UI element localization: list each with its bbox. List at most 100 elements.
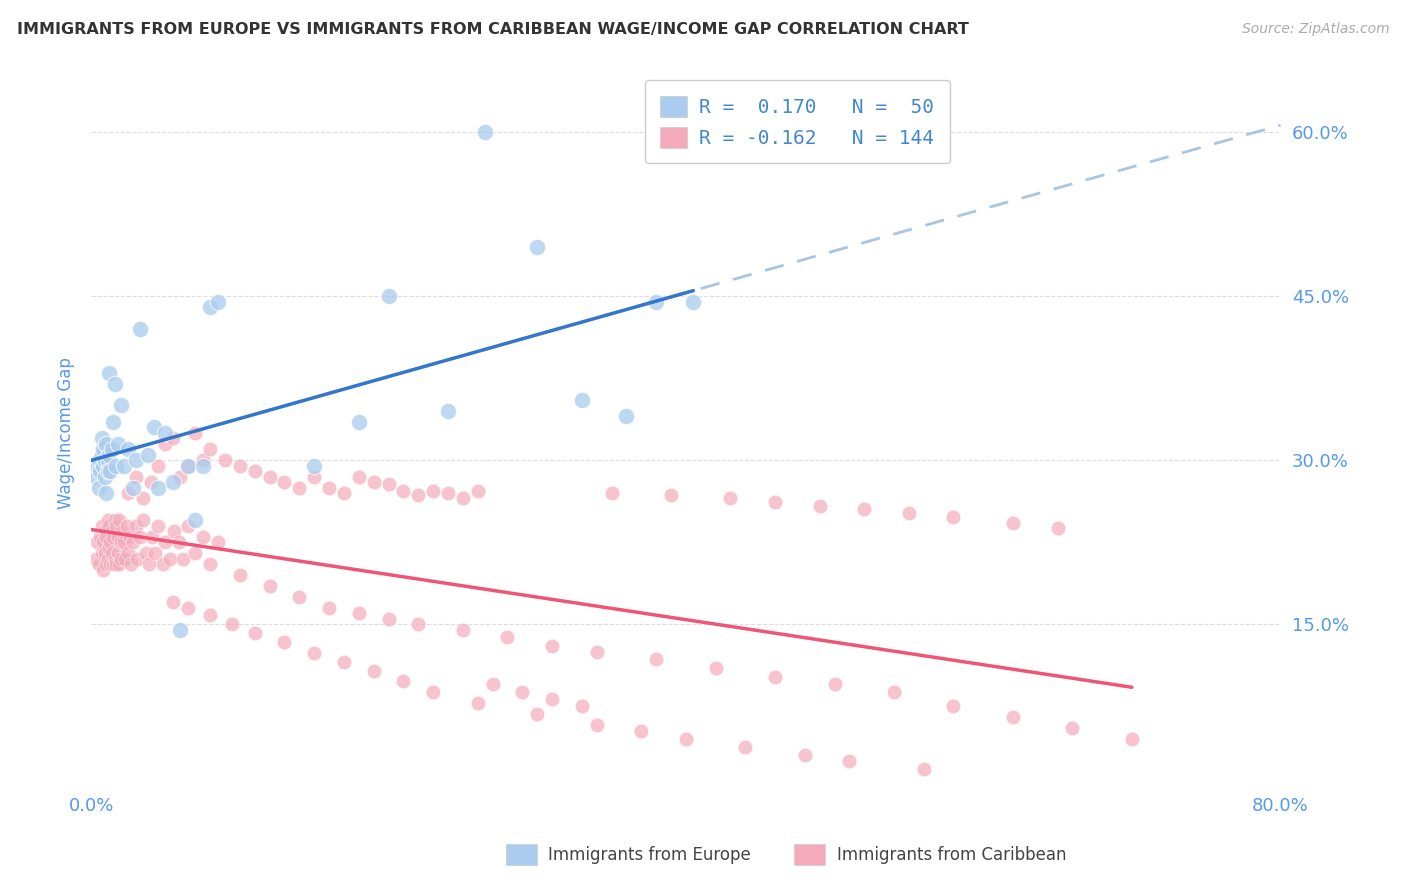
- Point: [101, 524, 124, 539]
- Point: [541, 691, 564, 706]
- Point: [127, 551, 149, 566]
- Point: [184, 425, 207, 440]
- Point: [571, 392, 593, 407]
- Point: [105, 458, 128, 473]
- Point: [659, 488, 682, 502]
- Point: [675, 731, 697, 746]
- Legend: R =  0.170   N =  50, R = -0.162   N = 144: R = 0.170 N = 50, R = -0.162 N = 144: [645, 80, 949, 163]
- Point: [1046, 521, 1069, 535]
- Point: [94, 557, 117, 571]
- Point: [616, 409, 638, 424]
- Point: [155, 436, 177, 450]
- Point: [89, 530, 111, 544]
- Text: IMMIGRANTS FROM EUROPE VS IMMIGRANTS FROM CARIBBEAN WAGE/INCOME GAP CORRELATION : IMMIGRANTS FROM EUROPE VS IMMIGRANTS FRO…: [17, 22, 969, 37]
- Point: [117, 442, 139, 457]
- Text: Immigrants from Caribbean: Immigrants from Caribbean: [837, 846, 1066, 863]
- Point: [110, 551, 132, 566]
- Point: [229, 568, 252, 582]
- Point: [481, 677, 503, 691]
- Point: [273, 634, 295, 648]
- Point: [169, 469, 191, 483]
- Point: [155, 425, 177, 440]
- Point: [93, 469, 115, 483]
- Point: [94, 436, 117, 450]
- Point: [526, 240, 548, 254]
- Point: [734, 739, 756, 754]
- Point: [467, 696, 489, 710]
- Point: [139, 475, 162, 489]
- Point: [105, 557, 128, 571]
- Point: [101, 546, 124, 560]
- Point: [318, 600, 340, 615]
- Point: [125, 453, 148, 467]
- Point: [155, 535, 177, 549]
- Point: [1001, 516, 1024, 530]
- Point: [541, 639, 564, 653]
- Point: [207, 294, 229, 309]
- Point: [824, 677, 846, 691]
- Text: Source: ZipAtlas.com: Source: ZipAtlas.com: [1241, 22, 1389, 37]
- Point: [118, 530, 141, 544]
- Point: [108, 513, 131, 527]
- Point: [107, 530, 129, 544]
- Point: [91, 562, 114, 576]
- Point: [87, 557, 110, 571]
- Point: [496, 630, 519, 644]
- Point: [571, 699, 593, 714]
- Point: [98, 518, 121, 533]
- Point: [91, 535, 114, 549]
- Point: [111, 524, 134, 539]
- Point: [110, 399, 132, 413]
- Point: [763, 670, 786, 684]
- Point: [162, 431, 184, 445]
- Point: [288, 481, 311, 495]
- Point: [86, 535, 108, 549]
- Point: [422, 483, 444, 498]
- Point: [302, 469, 325, 483]
- Point: [191, 458, 214, 473]
- Point: [100, 557, 122, 571]
- Point: [101, 442, 124, 457]
- Point: [98, 448, 121, 462]
- Point: [704, 661, 727, 675]
- Point: [104, 376, 127, 391]
- Point: [259, 579, 281, 593]
- Point: [273, 475, 295, 489]
- Point: [104, 513, 127, 527]
- Point: [84, 469, 107, 483]
- Point: [93, 453, 115, 467]
- Point: [172, 551, 194, 566]
- Point: [406, 488, 429, 502]
- Point: [406, 617, 429, 632]
- Point: [107, 436, 129, 450]
- Point: [103, 415, 125, 429]
- Point: [152, 557, 174, 571]
- Point: [94, 530, 117, 544]
- Point: [91, 458, 114, 473]
- Point: [682, 294, 704, 309]
- Point: [1001, 710, 1024, 724]
- Point: [86, 458, 108, 473]
- Point: [91, 442, 114, 457]
- Point: [135, 546, 157, 560]
- Point: [808, 499, 831, 513]
- Point: [221, 617, 243, 632]
- Point: [897, 506, 920, 520]
- Point: [115, 518, 138, 533]
- Point: [645, 652, 668, 666]
- Point: [302, 458, 325, 473]
- Point: [191, 530, 214, 544]
- Point: [243, 626, 266, 640]
- Point: [105, 518, 128, 533]
- Point: [377, 477, 399, 491]
- Point: [177, 458, 200, 473]
- Point: [163, 524, 186, 539]
- Point: [318, 481, 340, 495]
- Point: [98, 366, 121, 380]
- Point: [112, 535, 135, 549]
- Point: [87, 453, 110, 467]
- Point: [585, 644, 607, 658]
- Point: [645, 294, 668, 309]
- Point: [191, 453, 214, 467]
- Point: [1062, 721, 1084, 735]
